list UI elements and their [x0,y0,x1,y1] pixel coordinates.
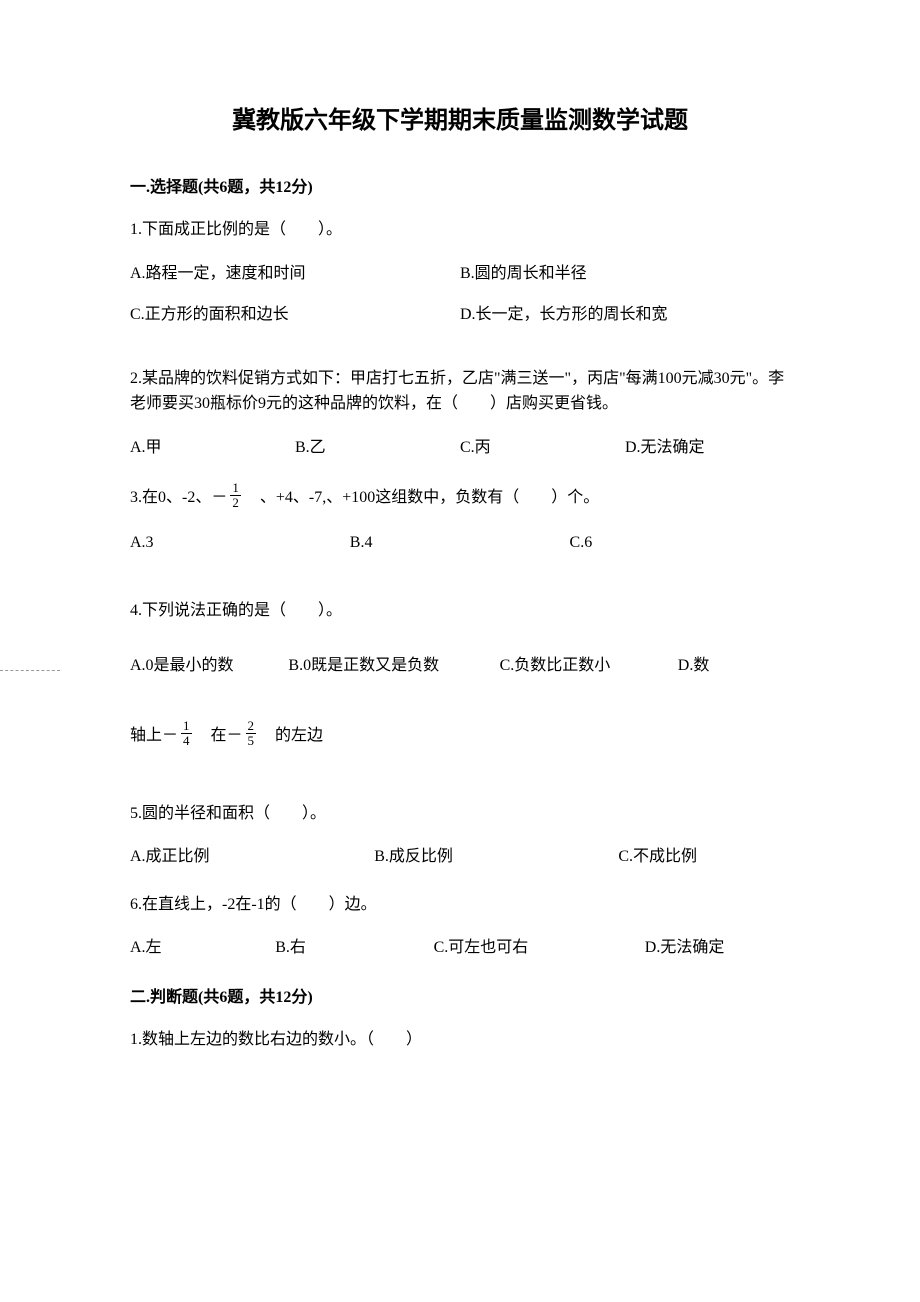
section-1-header: 一.选择题(共6题，共12分) [130,173,790,197]
q3-option-c: C.6 [570,530,790,556]
q4-option-c: C.负数比正数小 [500,653,678,679]
q1-option-d: D.长一定，长方形的周长和宽 [460,302,790,328]
q4-cont-mid: 在－ [195,723,243,749]
s2-question-1: 1.数轴上左边的数比右边的数小。（ ） [130,1027,790,1053]
question-1: 1.下面成正比例的是（ ）。 A.路程一定，速度和时间 B.圆的周长和半径 C.… [130,217,790,344]
s2-q1-text: 1.数轴上左边的数比右边的数小。（ ） [130,1027,790,1053]
q6-option-d: D.无法确定 [645,935,790,961]
q2-option-d: D.无法确定 [625,435,790,461]
q4-frac1-den: 4 [181,734,192,748]
q5-option-c: C.不成比例 [618,844,790,870]
question-4: 4.下列说法正确的是（ ）。 A.0是最小的数 B.0既是正数又是负数 C.负数… [130,598,790,751]
q6-option-a: A.左 [130,935,275,961]
q4-text: 4.下列说法正确的是（ ）。 [130,598,790,624]
q4-cont-suffix: 的左边 [259,723,323,749]
section-2-header: 二.判断题(共6题，共12分) [130,983,790,1007]
q4-fraction-1: 1 4 [181,719,192,749]
q4-frac1-num: 1 [181,719,192,734]
question-3: 3.在0、-2、－ 1 2 、+4、-7,、+100这组数中，负数有（ ）个。 … [130,483,790,556]
question-6: 6.在直线上，-2在-1的（ ）边。 A.左 B.右 C.可左也可右 D.无法确… [130,892,790,961]
q2-option-c: C.丙 [460,435,625,461]
q3-option-a: A.3 [130,530,350,556]
question-2: 2.某品牌的饮料促销方式如下：甲店打七五折，乙店"满三送一"，丙店"每满100元… [130,366,790,461]
q1-option-c: C.正方形的面积和边长 [130,302,460,328]
q6-text: 6.在直线上，-2在-1的（ ）边。 [130,892,790,918]
q2-text: 2.某品牌的饮料促销方式如下：甲店打七五折，乙店"满三送一"，丙店"每满100元… [130,366,790,417]
margin-dash-line [0,670,60,671]
q3-suffix: 、+4、-7,、+100这组数中，负数有（ ）个。 [244,485,599,511]
q3-prefix: 3.在0、-2、－ [130,485,227,511]
q5-option-b: B.成反比例 [374,844,618,870]
exam-title: 冀教版六年级下学期期末质量监测数学试题 [130,100,790,135]
q1-option-b: B.圆的周长和半径 [460,261,790,287]
q2-option-a: A.甲 [130,435,295,461]
q3-option-b: B.4 [350,530,570,556]
q2-option-b: B.乙 [295,435,460,461]
q4-cont-prefix: 轴上－ [130,723,178,749]
q4-option-d: D.数 [678,653,790,679]
q4-frac2-den: 5 [246,734,257,748]
q5-text: 5.圆的半径和面积（ ）。 [130,801,790,827]
q1-text: 1.下面成正比例的是（ ）。 [130,217,790,243]
question-5: 5.圆的半径和面积（ ）。 A.成正比例 B.成反比例 C.不成比例 [130,801,790,870]
q5-option-a: A.成正比例 [130,844,374,870]
q4-option-b: B.0既是正数又是负数 [288,653,499,679]
q4-option-a: A.0是最小的数 [130,653,288,679]
q1-option-a: A.路程一定，速度和时间 [130,261,460,287]
q4-fraction-2: 2 5 [246,719,257,749]
q3-fraction: 1 2 [230,481,241,511]
q4-frac2-num: 2 [246,719,257,734]
q6-option-c: C.可左也可右 [434,935,645,961]
q3-frac-den: 2 [230,496,241,510]
q3-frac-num: 1 [230,481,241,496]
q6-option-b: B.右 [275,935,433,961]
